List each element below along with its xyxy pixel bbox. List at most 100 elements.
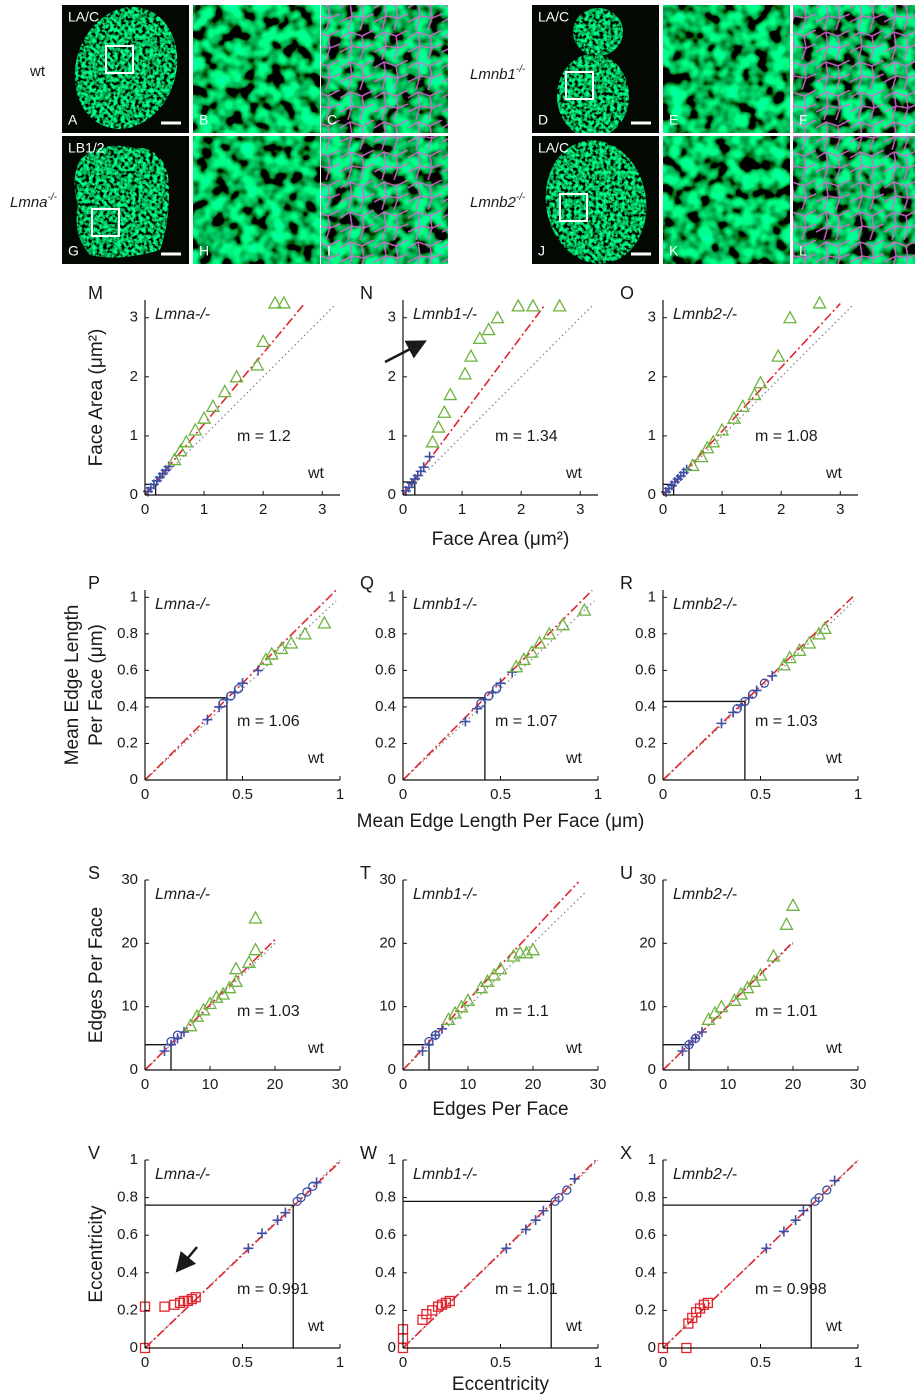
triangle-point: [694, 449, 709, 463]
image-panel: I: [321, 136, 448, 264]
plus-point: [761, 1243, 772, 1254]
panel-letter: F: [799, 112, 808, 128]
plus-point: [767, 670, 778, 681]
y-tick-label: 0.6: [635, 1226, 656, 1243]
y-tick-label: 0: [388, 771, 396, 788]
zoom-texture: [663, 5, 790, 133]
identity-line: [144, 942, 276, 1071]
identity-line: [144, 600, 337, 781]
x-axis-label: Mean Edge Length Per Face (μm): [357, 811, 645, 832]
triangle-point: [733, 986, 749, 1000]
x-tick-label: 1: [594, 1354, 602, 1371]
x-tick-label: 30: [590, 1076, 607, 1093]
y-tick-label: 0.8: [117, 625, 138, 642]
x-axis-label: Face Area (μm²): [432, 529, 570, 550]
y-tick-label: 10: [639, 998, 656, 1015]
triangle-point: [785, 897, 801, 911]
y-tick-label: 1: [130, 588, 138, 605]
plus-point: [716, 718, 727, 729]
genotype-annotation: Lmnb1-/-: [413, 1166, 477, 1183]
x-tick-label: 3: [576, 501, 584, 518]
circle-point: [822, 1185, 832, 1195]
y-tick-label: 0: [648, 486, 656, 503]
chart: 0 10 20 30 0 10 20 30 T Lmnb1-/- m = 1.1 wt Edges Pe…: [360, 863, 606, 1120]
y-tick-label: 0: [648, 1061, 656, 1078]
circle-point: [814, 1192, 824, 1203]
y-tick-label: 1: [648, 1151, 656, 1168]
genotype-label: Lmnb1-/-: [470, 64, 526, 83]
triangle-point: [519, 945, 534, 959]
zoom-texture: [193, 5, 320, 133]
circle-point: [233, 684, 244, 694]
triangle-point: [248, 910, 263, 924]
plus-point: [417, 1046, 428, 1056]
triangle-point: [196, 1002, 211, 1016]
y-tick-label: 0.2: [635, 734, 656, 751]
panel-letter: A: [68, 112, 78, 128]
triangle-point: [753, 967, 768, 981]
fit-line: [662, 941, 794, 1071]
panel-letter: U: [620, 863, 633, 883]
genotype-annotation: Lmnb2-/-: [673, 596, 737, 613]
plus-point: [430, 1030, 441, 1041]
panel-letter: H: [199, 243, 209, 259]
x-tick-label: 1: [854, 786, 862, 803]
slope-annotation: m = 1.03: [237, 1003, 300, 1020]
triangle-point: [284, 635, 299, 649]
y-tick-label: 1: [130, 427, 138, 444]
slope-annotation: m = 0.998: [755, 1281, 827, 1298]
identity-line: [402, 892, 586, 1071]
triangle-point: [267, 295, 283, 309]
y-tick-label: 0.8: [375, 625, 396, 642]
triangle-point: [727, 992, 742, 1006]
triangle-point: [706, 434, 721, 448]
stain-label: LA/C: [538, 140, 569, 156]
triangle-point: [782, 310, 798, 324]
chart: 0 0.5 1 0 0.2 0.4 0.6 0.8 1 P Lmna-/- m = 1.06 wt Mea…: [62, 573, 344, 803]
x-tick-label: 0: [659, 1076, 667, 1093]
identity-line: [402, 305, 593, 496]
y-tick-label: 0.2: [375, 1301, 396, 1318]
genotype-name: wt: [29, 63, 46, 80]
triangle-point: [215, 986, 231, 1000]
fit-line: [144, 303, 306, 496]
triangle-point: [486, 967, 502, 981]
plus-point: [460, 716, 471, 727]
image-panel: LB1/2 G: [62, 136, 189, 264]
y-tick-label: 0: [388, 486, 396, 503]
panel-letter: D: [538, 112, 548, 128]
triangle-point: [714, 999, 729, 1013]
slope-annotation: m = 1.2: [237, 428, 291, 445]
triangle-point: [228, 973, 244, 987]
y-tick-label: 0.2: [635, 1301, 656, 1318]
panel-letter: Q: [360, 573, 374, 593]
y-tick-label: 30: [121, 871, 138, 888]
panel-letter: C: [327, 112, 337, 128]
genotype-annotation: Lmnb1-/-: [413, 886, 477, 903]
identity-line: [402, 600, 595, 781]
circle-point: [296, 1192, 306, 1203]
image-panel: E: [663, 5, 790, 133]
circle-point: [690, 1033, 701, 1043]
triangle-point: [205, 399, 221, 413]
triangle-point: [525, 298, 541, 312]
y-tick-label: 0.4: [117, 698, 138, 715]
image-panel: LA/C A: [62, 5, 189, 133]
image-panel: C: [321, 5, 448, 133]
triangle-point: [189, 1008, 205, 1022]
zoom-box: [105, 45, 134, 74]
wt-annotation: wt: [307, 1318, 325, 1335]
circle-point: [424, 1036, 434, 1047]
triangle-point: [317, 615, 332, 629]
image-panel: L: [793, 136, 915, 264]
panel-letter: P: [88, 573, 100, 593]
x-tick-label: 0.5: [232, 786, 253, 803]
circle-point: [491, 684, 502, 694]
panel-letter: S: [88, 863, 100, 883]
image-panel: K: [663, 136, 790, 264]
triangle-point: [506, 948, 521, 962]
plus-point: [243, 1243, 254, 1254]
panel-letter: N: [360, 283, 373, 303]
